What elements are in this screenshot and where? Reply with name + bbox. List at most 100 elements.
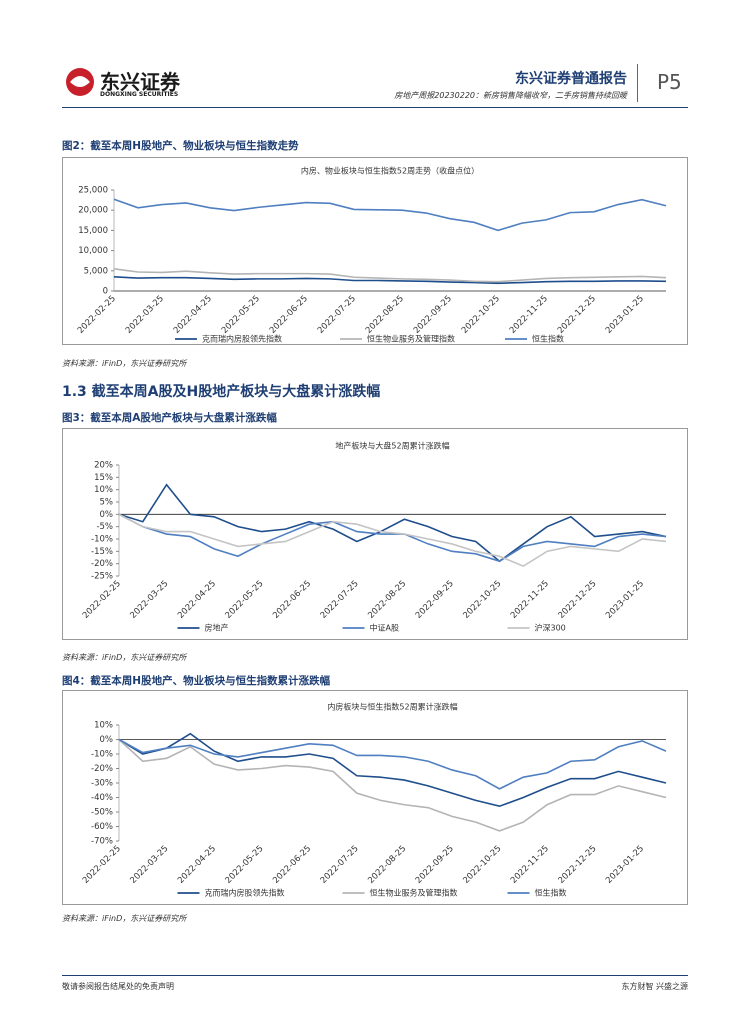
brand-en: DONGXING SECURITIES	[100, 91, 179, 98]
footer-right: 东方财智 兴盛之源	[621, 982, 688, 991]
x-tick-label: 2022-08-25	[364, 294, 406, 336]
y-tick-label: -70%	[91, 837, 113, 847]
series-line	[118, 513, 667, 563]
brand: 东兴证券	[100, 70, 180, 94]
x-tick-label: 2022-02-25	[81, 844, 123, 886]
legend-label: 克而瑞内房股领先指数	[202, 334, 282, 344]
x-tick-label: 2022-04-25	[176, 579, 218, 621]
header-rule	[62, 107, 688, 108]
figure-caption: 图2：截至本周H股地产、物业板块与恒生指数走势	[62, 140, 299, 152]
x-tick-label: 2022-11-25	[509, 579, 551, 621]
y-tick-label: -40%	[91, 793, 113, 803]
x-tick-label: 2022-12-25	[557, 844, 599, 886]
x-tick-label: 2022-06-25	[271, 844, 313, 886]
x-tick-label: 2022-05-25	[220, 294, 262, 336]
y-tick-label: 10,000	[78, 246, 108, 256]
chart: 地产板块与大盘52周累计涨跌幅 -25% -20% -15% -10% -5% 0% 5% 10…	[81, 441, 667, 633]
series-line	[113, 267, 667, 283]
x-tick-label: 2022-03-25	[128, 844, 170, 886]
y-tick-label: -10%	[91, 750, 113, 760]
y-tick-label: 10%	[94, 721, 113, 731]
chart-title: 内房板块与恒生指数52周累计涨跌幅	[327, 702, 457, 712]
x-tick-label: 2022-02-25	[81, 579, 123, 621]
footer-rule	[62, 975, 688, 976]
legend-label: 克而瑞内房股领先指数	[205, 888, 285, 898]
x-tick-label: 2022-09-25	[414, 844, 456, 886]
legend-label: 房地产	[205, 623, 229, 633]
x-tick-label: 2022-08-25	[366, 579, 408, 621]
figure-source: 资料来源：iFinD，东兴证券研究所	[62, 653, 187, 662]
chart: 内房、物业板块与恒生指数52周走势（收盘点位） 0 5,000 10,000 15,00…	[76, 166, 667, 344]
x-tick-label: 2023-01-25	[604, 579, 646, 621]
y-tick-label: 0%	[100, 510, 114, 520]
legend-label: 恒生物业服务及管理指数	[367, 334, 455, 344]
x-tick-label: 2022-05-25	[224, 844, 266, 886]
x-tick-label: 2022-10-25	[461, 844, 503, 886]
y-tick-label: 0%	[100, 735, 114, 745]
x-tick-label: 2023-01-25	[604, 294, 646, 336]
series-line	[113, 276, 667, 285]
x-tick-label: 2022-07-25	[316, 294, 358, 336]
y-tick-label: 25,000	[78, 186, 108, 196]
x-tick-label: 2023-01-25	[604, 844, 646, 886]
legend-label: 恒生物业服务及管理指数	[370, 888, 458, 898]
x-tick-label: 2022-07-25	[319, 844, 361, 886]
x-tick-label: 2022-06-25	[271, 579, 313, 621]
legend-label: 沪深300	[535, 623, 566, 633]
footer-left: 敬请参阅报告结尾处的免责声明	[62, 982, 174, 991]
figure-source: 资料来源：iFinD，东兴证券研究所	[62, 359, 187, 368]
series-line	[118, 483, 667, 563]
x-tick-label: 2022-04-25	[172, 294, 214, 336]
series-line	[118, 732, 667, 808]
y-tick-label: -20%	[91, 559, 113, 569]
x-tick-label: 2022-12-25	[557, 579, 599, 621]
y-tick-label: 5%	[100, 498, 114, 508]
chart: 内房板块与恒生指数52周累计涨跌幅 -70% -60% -50% -40% -30% -20…	[81, 702, 667, 898]
x-tick-label: 2022-05-25	[224, 579, 266, 621]
x-tick-label: 2022-11-25	[509, 844, 551, 886]
chart-title: 地产板块与大盘52周累计涨跌幅	[335, 441, 449, 451]
legend-label: 中证A股	[370, 623, 399, 633]
x-tick-label: 2022-10-25	[460, 294, 502, 336]
x-tick-label: 2022-08-25	[366, 844, 408, 886]
x-tick-label: 2022-02-25	[76, 294, 118, 336]
legend-label: 恒生指数	[532, 334, 564, 344]
figure-caption: 图4：截至本周H股地产、物业板块与恒生指数累计涨跌幅	[62, 675, 331, 687]
x-tick-label: 2022-04-25	[176, 844, 218, 886]
y-tick-label: -50%	[91, 808, 113, 818]
x-tick-label: 2022-03-25	[128, 579, 170, 621]
series-line	[113, 198, 667, 232]
report-type: 东兴证券普通报告	[515, 71, 627, 87]
y-tick-label: 10%	[94, 485, 113, 495]
series-line	[118, 738, 667, 832]
x-tick-label: 2022-06-25	[268, 294, 310, 336]
y-tick-label: 0	[103, 287, 108, 297]
chart-box: 内房、物业板块与恒生指数52周走势（收盘点位） 0 5,000 10,000 15,00…	[62, 157, 688, 345]
x-tick-label: 2022-07-25	[319, 579, 361, 621]
y-tick-label: 15,000	[78, 226, 108, 236]
series-line	[118, 738, 667, 790]
y-tick-label: 20%	[94, 461, 113, 471]
x-tick-label: 2022-09-25	[414, 579, 456, 621]
y-tick-label: -5%	[96, 522, 113, 532]
section-heading: 1.3 截至本周A股及H股地产板块与大盘累计涨跌幅	[62, 384, 381, 400]
x-tick-label: 2022-03-25	[124, 294, 166, 336]
y-tick-label: -15%	[91, 547, 113, 557]
y-tick-label: -30%	[91, 779, 113, 789]
logo-icon	[66, 68, 94, 96]
figure-source: 资料来源：iFinD，东兴证券研究所	[62, 914, 187, 923]
y-tick-label: 15%	[94, 473, 113, 483]
report-subtitle: 房地产周报20230220：新房销售降幅收窄，二手房销售持续回暖	[394, 91, 627, 100]
page-number: P5	[657, 70, 682, 94]
x-tick-label: 2022-12-25	[556, 294, 598, 336]
y-tick-label: 5,000	[84, 266, 108, 276]
chart-box: 内房板块与恒生指数52周累计涨跌幅 -70% -60% -50% -40% -30% -20…	[62, 690, 688, 905]
figure-caption: 图3：截至本周A股地产板块与大盘累计涨跌幅	[62, 412, 277, 424]
y-tick-label: -20%	[91, 764, 113, 774]
legend-label: 恒生指数	[535, 888, 567, 898]
x-tick-label: 2022-09-25	[412, 294, 454, 336]
x-tick-label: 2022-10-25	[461, 579, 503, 621]
y-tick-label: -60%	[91, 822, 113, 832]
divider	[637, 64, 638, 102]
